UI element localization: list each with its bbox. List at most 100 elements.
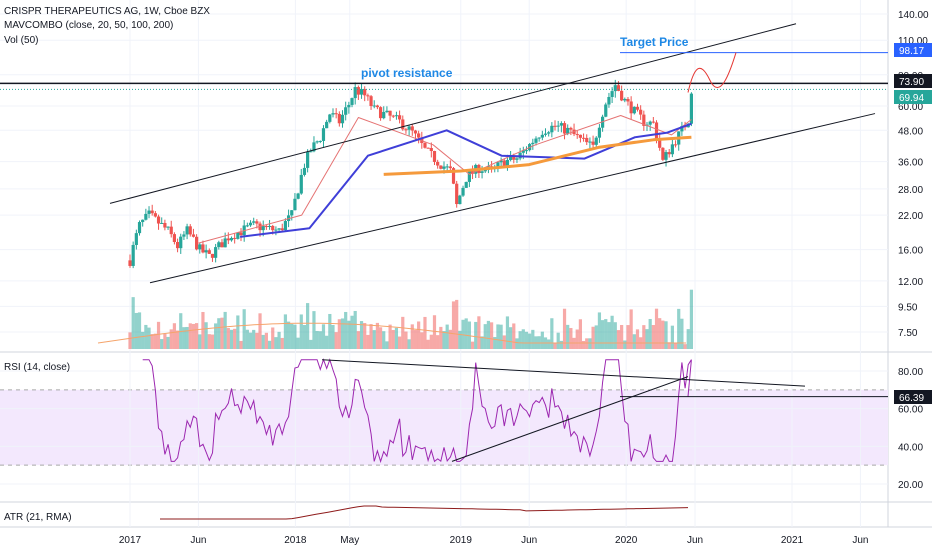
candle-body: [331, 113, 335, 115]
volume-bar: [191, 323, 196, 349]
candle-body: [226, 238, 230, 241]
candle-body: [185, 226, 189, 235]
volume-bar: [166, 336, 170, 349]
candle-body: [556, 125, 560, 127]
volume-bar: [156, 321, 161, 349]
candle-body: [512, 156, 516, 160]
candle-body: [188, 226, 192, 235]
volume-bar: [293, 324, 297, 349]
volume-bar: [204, 322, 208, 349]
volume-bar: [245, 329, 249, 349]
volume-bar: [280, 337, 284, 349]
candle-body: [610, 91, 614, 97]
volume-bar: [509, 327, 513, 349]
volume-bar: [236, 315, 240, 349]
candle-body: [623, 98, 627, 101]
candle-body: [458, 195, 462, 205]
volume-bar: [369, 324, 373, 349]
upper-channel-line: [109, 23, 797, 204]
candle-body: [350, 98, 354, 105]
volume-bar: [261, 334, 265, 349]
price-tick-label: 110.00: [898, 36, 928, 47]
candle-body: [426, 147, 430, 149]
candle-body: [325, 121, 329, 129]
volume-bar: [474, 321, 478, 349]
volume-bar: [401, 316, 405, 349]
volume-bar: [366, 334, 370, 349]
moving-averages: [198, 115, 692, 244]
volume-bar: [620, 324, 624, 349]
volume-bar: [661, 320, 665, 349]
candle-body: [524, 150, 529, 152]
volume-bar: [267, 340, 272, 349]
candle-body: [562, 123, 567, 134]
price-tick-label: 22.00: [898, 211, 923, 222]
volume-bar: [207, 334, 211, 349]
rsi-series: [142, 358, 888, 464]
candle-body: [581, 137, 586, 139]
volume-bar: [658, 318, 662, 349]
candle-body: [448, 166, 452, 169]
candle-body: [407, 126, 411, 130]
candle-body: [137, 222, 142, 234]
volume-bar: [233, 328, 237, 349]
candle-body: [220, 242, 224, 248]
volume-bar: [195, 323, 199, 349]
candle-body: [207, 250, 211, 254]
atr-series: [160, 505, 689, 520]
resistance-price-badge-text: 73.90: [899, 77, 924, 88]
candle-body: [442, 166, 446, 169]
volume-bar: [429, 334, 433, 349]
trend-lines: [0, 23, 888, 284]
volume-bar: [141, 331, 145, 349]
candle-body: [217, 242, 221, 248]
volume-bar: [290, 323, 294, 349]
candle-body: [299, 174, 303, 194]
candle-body: [156, 216, 161, 224]
atr-title[interactable]: ATR (21, RMA): [4, 512, 72, 523]
volume-bar: [296, 337, 300, 349]
rsi-band: [0, 389, 888, 466]
candle-body: [229, 237, 234, 241]
volume-bar: [217, 318, 221, 349]
candle-body: [413, 130, 418, 134]
resistance-price-badge: [894, 74, 932, 88]
candle-body: [461, 187, 465, 196]
candle-body: [521, 150, 525, 153]
indicator-volume-label[interactable]: Vol (50): [4, 35, 38, 46]
volume-bar: [575, 329, 579, 349]
volume-bar: [432, 315, 437, 349]
candle-body: [372, 105, 376, 107]
rsi-title[interactable]: RSI (14, close): [4, 362, 70, 373]
volume-bar: [388, 324, 392, 349]
candle-body: [252, 221, 256, 223]
candle-body: [134, 233, 138, 245]
candle-body: [635, 106, 640, 110]
indicator-mavcombo-label[interactable]: MAVCOMBO (close, 20, 50, 100, 200): [4, 20, 173, 31]
candle-body: [654, 122, 659, 139]
candle-body: [496, 162, 500, 167]
volume-bar: [229, 329, 234, 349]
volume-bar: [258, 313, 262, 349]
candle-body: [604, 104, 608, 117]
candle-body: [369, 96, 373, 107]
candle-body: [337, 113, 341, 124]
candle-body: [255, 221, 259, 224]
candle-body: [620, 90, 624, 101]
candle-body: [673, 144, 678, 146]
volume-ma-line: [97, 322, 686, 344]
candle-body: [366, 95, 370, 97]
volume-bar: [559, 340, 563, 349]
volume-bar: [588, 338, 592, 349]
volume-bar: [629, 309, 633, 349]
candle-body: [318, 140, 322, 142]
price-tick-label: 7.50: [898, 328, 918, 339]
candle-body: [632, 106, 636, 114]
volume-bar: [483, 324, 487, 349]
volume-bar: [426, 339, 430, 349]
rsi-tick-label: 60.00: [898, 405, 923, 416]
axis-tick-labels: 140.00 110.00 80.00 60.00 48.00 36.00 28.00 22.…: [119, 10, 929, 546]
candle-body: [150, 210, 154, 214]
volume-bar: [556, 332, 560, 349]
candle-body: [616, 85, 621, 91]
